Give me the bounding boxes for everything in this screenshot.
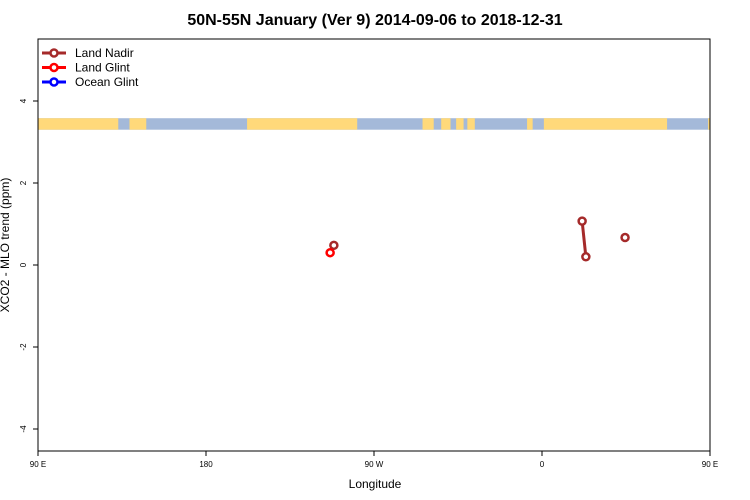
x-tick-label: 90 E [702, 460, 718, 469]
land-span [422, 118, 434, 130]
legend-marker [49, 62, 59, 73]
land-span [527, 118, 533, 130]
land-span [441, 118, 451, 130]
x-tick-label: 0 [540, 460, 545, 469]
data-point [329, 240, 339, 251]
y-tick-label: 2 [19, 180, 28, 185]
x-tick-label: 90 W [365, 460, 384, 469]
land-span [456, 118, 464, 130]
data-point [581, 252, 591, 262]
legend-marker [49, 48, 59, 58]
land-span [247, 118, 358, 130]
series-line [580, 220, 588, 257]
legend-label: Land Nadir [75, 46, 134, 60]
land-span [708, 118, 710, 130]
plot-frame [37, 38, 711, 452]
land-ocean-band [38, 118, 710, 130]
x-axis: 90 E 180 90 W 0 90 E [30, 451, 718, 469]
y-tick-label: 0 [19, 262, 28, 267]
y-tick-label: 4 [19, 98, 28, 103]
chart-title: 50N-55N January (Ver 9) 2014-09-06 to 20… [187, 12, 562, 29]
legend-label: Ocean Glint [75, 75, 139, 89]
land-span [129, 118, 147, 130]
ocean-band [38, 118, 710, 130]
y-axis-label: XCO2 - MLO trend (ppm) [0, 178, 12, 313]
data-point [577, 216, 587, 226]
x-axis-label: Longitude [349, 477, 402, 491]
y-tick-label: -2 [19, 343, 28, 351]
data-point [325, 247, 335, 258]
y-tick-label: -4 [19, 425, 28, 433]
data-point [620, 232, 630, 243]
x-tick-label: 180 [199, 460, 213, 469]
land-span [38, 118, 119, 130]
legend-label: Land Glint [75, 61, 130, 75]
data-marks [325, 216, 630, 262]
land-span [467, 118, 475, 130]
x-tick-label: 90 E [30, 460, 46, 469]
legend-marker [49, 77, 59, 87]
y-axis: 4 2 0 -2 -4 [19, 98, 38, 433]
land-span [543, 118, 668, 130]
